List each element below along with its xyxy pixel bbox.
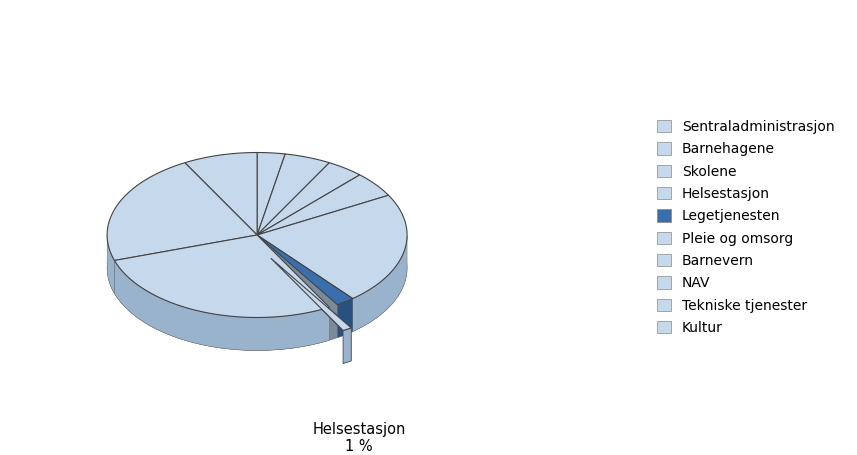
Polygon shape: [271, 258, 351, 330]
Polygon shape: [257, 154, 329, 235]
Polygon shape: [257, 235, 353, 305]
Polygon shape: [257, 163, 360, 235]
Polygon shape: [343, 328, 351, 364]
Polygon shape: [353, 236, 407, 332]
Polygon shape: [107, 236, 115, 293]
Polygon shape: [185, 152, 257, 235]
Polygon shape: [115, 261, 329, 350]
Polygon shape: [343, 328, 351, 364]
Polygon shape: [107, 163, 257, 261]
Polygon shape: [115, 235, 329, 318]
Polygon shape: [257, 175, 388, 235]
Polygon shape: [257, 152, 285, 235]
Text: Helsestasjon
1 %: Helsestasjon 1 %: [312, 422, 405, 454]
Ellipse shape: [107, 186, 407, 350]
Polygon shape: [257, 195, 407, 298]
Polygon shape: [338, 298, 353, 338]
Legend: Sentraladministrasjon, Barnehagene, Skolene, Helsestasjon, Legetjenesten, Pleie : Sentraladministrasjon, Barnehagene, Skol…: [650, 113, 842, 342]
Polygon shape: [271, 258, 351, 330]
